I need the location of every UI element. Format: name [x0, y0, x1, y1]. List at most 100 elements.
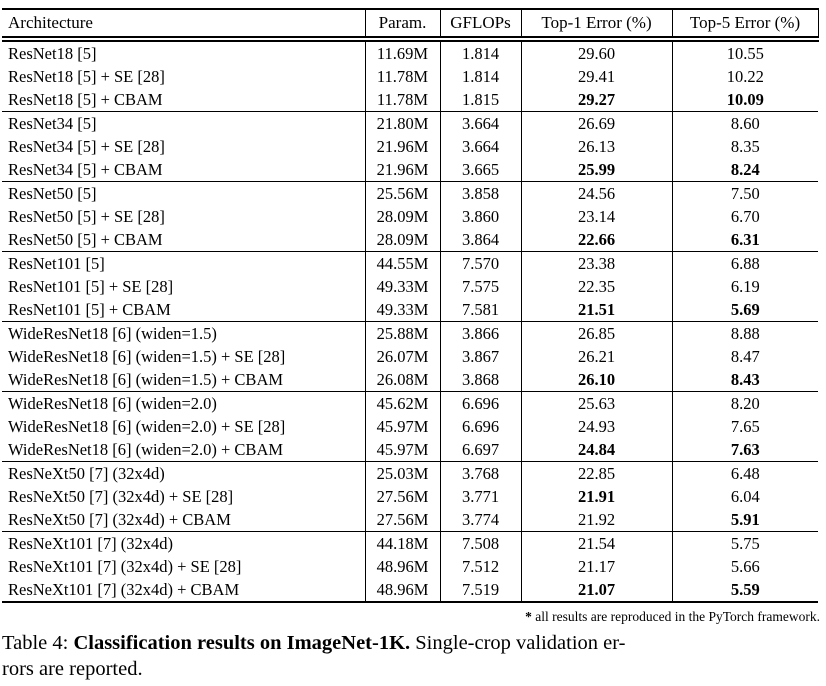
cell-architecture: ResNeXt50 [7] (32x4d) + SE [28] [2, 485, 366, 508]
cell-gflops: 3.664 [440, 111, 522, 135]
column-header-top5-error: Top-5 Error (%) [672, 8, 819, 42]
cell-gflops: 7.508 [440, 531, 522, 555]
cell-architecture: ResNet34 [5] + CBAM [2, 158, 366, 182]
cell-gflops: 7.519 [440, 578, 522, 603]
cell-architecture: ResNet50 [5] + SE [28] [2, 205, 366, 228]
cell-top1-error: 29.41 [521, 65, 673, 88]
table-row: ResNeXt50 [7] (32x4d) + CBAM 27.56M 3.774 2… [2, 508, 818, 532]
cell-top1-error: 29.27 [521, 88, 673, 112]
cell-gflops: 3.664 [440, 135, 522, 158]
cell-architecture: WideResNet18 [6] (widen=1.5) + SE [28] [2, 345, 366, 368]
table-row: ResNet101 [5] 44.55M 7.570 23.38 6.88 [2, 251, 818, 275]
table-row: WideResNet18 [6] (widen=1.5) + SE [28] 26… [2, 345, 818, 368]
cell-architecture: ResNet101 [5] [2, 251, 366, 275]
cell-architecture: ResNet50 [5] + CBAM [2, 228, 366, 252]
cell-top1-error: 26.21 [521, 345, 673, 368]
cell-top5-error: 8.60 [730, 114, 760, 133]
cell-param: 26.07M [365, 345, 441, 368]
cell-top5-error: 6.70 [730, 207, 760, 226]
cell-top1-error: 24.84 [521, 438, 673, 462]
cell-top1-error: 26.13 [521, 135, 673, 158]
cell-top1-error: 26.10 [521, 368, 673, 392]
cell-top1-error: 23.14 [521, 205, 673, 228]
table-row: ResNet34 [5] + CBAM 21.96M 3.665 25.99 8.24 [2, 158, 818, 182]
table-row: ResNet101 [5] + CBAM 49.33M 7.581 21.51 5.69 [2, 298, 818, 322]
cell-param: 49.33M [365, 275, 441, 298]
cell-param: 49.33M [365, 298, 441, 322]
table-row: ResNet18 [5] 11.69M 1.814 29.60 10.55 [2, 39, 818, 65]
table-row: ResNet34 [5] 21.80M 3.664 26.69 8.60 [2, 111, 818, 135]
cell-gflops: 3.868 [440, 368, 522, 392]
cell-top5-error: 5.59 [672, 578, 818, 603]
cell-architecture: WideResNet18 [6] (widen=1.5) [2, 321, 366, 345]
caption-rest: Single-crop validation er- [415, 632, 626, 654]
cell-gflops: 3.771 [440, 485, 522, 508]
cell-top1-error: 21.92 [521, 508, 673, 532]
cell-gflops: 7.512 [440, 555, 522, 578]
table-row: ResNet101 [5] + SE [28] 49.33M 7.575 22.35 6… [2, 275, 818, 298]
cell-param: 11.78M [365, 65, 441, 88]
table-row: ResNeXt101 [7] (32x4d) 44.18M 7.508 21.54 5.… [2, 531, 818, 555]
cell-param: 28.09M [365, 228, 441, 252]
cell-param: 48.96M [365, 555, 441, 578]
table-row: ResNet50 [5] + CBAM 28.09M 3.864 22.66 6.31 [2, 228, 818, 252]
table-row: ResNet18 [5] + CBAM 11.78M 1.815 29.27 10.09 [2, 88, 818, 112]
cell-architecture: ResNet18 [5] + CBAM [2, 88, 366, 112]
cell-architecture: ResNet50 [5] [2, 181, 366, 205]
cell-gflops: 6.697 [440, 438, 522, 462]
cell-architecture: ResNet101 [5] + CBAM [2, 298, 366, 322]
cell-param: 25.03M [365, 461, 441, 485]
cell-top5-error: 6.19 [730, 277, 760, 296]
cell-top1-error: 22.85 [521, 461, 673, 485]
cell-architecture: WideResNet18 [6] (widen=2.0) + SE [28] [2, 415, 366, 438]
caption-line-2: rors are reported. [2, 658, 143, 680]
caption-bold-title: Classification results on ImageNet-1K. [73, 632, 411, 654]
cell-architecture: WideResNet18 [6] (widen=1.5) + CBAM [2, 368, 366, 392]
cell-top5-error: 5.69 [672, 298, 818, 322]
cell-top1-error: 25.63 [521, 391, 673, 415]
table-row: ResNet18 [5] + SE [28] 11.78M 1.814 29.41 10… [2, 65, 818, 88]
cell-top1-error: 22.66 [521, 228, 673, 252]
cell-architecture: ResNeXt50 [7] (32x4d) [2, 461, 366, 485]
cell-top1-error: 26.85 [521, 321, 673, 345]
cell-gflops: 6.696 [440, 391, 522, 415]
cell-top1-error: 23.38 [521, 251, 673, 275]
cell-architecture: ResNeXt101 [7] (32x4d) [2, 531, 366, 555]
cell-gflops: 3.860 [440, 205, 522, 228]
cell-param: 11.69M [365, 39, 441, 65]
cell-param: 21.96M [365, 135, 441, 158]
cell-top1-error: 26.69 [521, 111, 673, 135]
cell-architecture: ResNeXt101 [7] (32x4d) + SE [28] [2, 555, 366, 578]
cell-top5-error: 7.50 [730, 184, 760, 203]
cell-top5-error: 6.31 [672, 228, 818, 252]
cell-top1-error: 29.60 [521, 39, 673, 65]
cell-top5-error: 8.35 [730, 137, 760, 156]
table-footnote: * all results are reproduced in the PyTo… [2, 609, 820, 625]
cell-gflops: 3.864 [440, 228, 522, 252]
cell-param: 45.62M [365, 391, 441, 415]
cell-gflops: 1.814 [440, 39, 522, 65]
cell-top5-error: 8.24 [672, 158, 818, 182]
cell-gflops: 3.866 [440, 321, 522, 345]
cell-param: 25.56M [365, 181, 441, 205]
cell-top5-error: 8.20 [730, 394, 760, 413]
table-row: ResNeXt101 [7] (32x4d) + SE [28] 48.96M 7.… [2, 555, 818, 578]
caption-line-1: Table 4: Classification results on Image… [2, 630, 824, 656]
cell-param: 25.88M [365, 321, 441, 345]
cell-top1-error: 21.51 [521, 298, 673, 322]
cell-top5-error: 6.88 [730, 254, 760, 273]
cell-architecture: ResNeXt101 [7] (32x4d) + CBAM [2, 578, 366, 603]
cell-gflops: 7.581 [440, 298, 522, 322]
cell-top5-error: 7.63 [672, 438, 818, 462]
cell-top5-error: 5.91 [672, 508, 818, 532]
footnote-asterisk: * [525, 609, 532, 624]
column-header-param: Param. [365, 8, 441, 42]
cell-top1-error: 21.54 [521, 531, 673, 555]
cell-architecture: ResNet18 [5] [2, 39, 366, 65]
cell-architecture: ResNet18 [5] + SE [28] [2, 65, 366, 88]
cell-gflops: 3.774 [440, 508, 522, 532]
cell-top1-error: 21.07 [521, 578, 673, 603]
table-row: ResNet50 [5] 25.56M 3.858 24.56 7.50 [2, 181, 818, 205]
cell-top5-error: 7.65 [730, 417, 760, 436]
